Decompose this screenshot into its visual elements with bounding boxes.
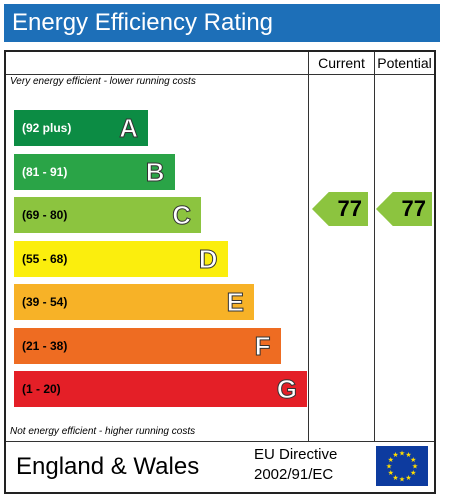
eu-star-icon: ★ [392,474,398,482]
eu-flag-background [376,446,428,486]
title-bar: Energy Efficiency Rating [4,4,440,42]
eu-flag-icon: ★★★★★★★★★ ★ ★★ [376,446,428,486]
band-range-label: (92 plus) [22,121,72,135]
band-range-label: (1 - 20) [22,382,61,396]
band-letter: A [119,113,139,144]
eu-star-icon: ★ [399,450,405,458]
band-letter: F [254,330,271,361]
eu-star-icon: ★ [410,469,416,477]
page-title: Energy Efficiency Rating [12,9,274,36]
eu-star-icon: ★ [410,456,416,464]
eu-flag-stars: ★★★★★★★★★ ★ ★★ [386,450,418,484]
band-c: (69 - 80) C [14,197,201,233]
band-letter: D [198,243,218,274]
eu-star-icon: ★ [388,469,394,477]
potential-column-header: Potential [377,55,432,71]
band-letter: G [276,374,297,405]
region-label: England & Wales [16,453,200,480]
band-letter: C [172,200,192,231]
band-b: (81 - 91) B [14,153,175,190]
eu-star-icon: ★ [405,451,411,459]
band-e: (39 - 54) E [14,284,254,320]
band-range-label: (39 - 54) [22,295,68,309]
footer-rule [6,441,434,442]
rating-chart-frame: Current Potential Very energy efficient … [4,50,436,494]
top-note: Very energy efficient - lower running co… [10,76,196,87]
band-range-label: (69 - 80) [22,208,68,222]
eu-star-icon: ★ [388,456,394,464]
directive-line-1: EU Directive [254,446,338,463]
band-range-label: (55 - 68) [22,251,68,266]
potential-column-divider [374,52,375,442]
eu-star-icon: ★ [399,476,405,484]
band-a: (92 plus) A [14,110,148,146]
band-f: (21 - 38) F [14,327,281,364]
eu-star-icon: ★ [386,463,392,471]
band-letter: B [145,156,165,187]
band-range-label: (21 - 38) [22,338,68,353]
band-letter: E [226,287,244,318]
header-rule [6,74,434,75]
potential-rating-value: 77 [401,196,426,221]
current-column-header: Current [318,55,365,71]
directive-label: EU Directive 2002/91/EC [254,445,337,485]
eu-star-icon: ★ [405,474,411,482]
current-column-divider [308,52,309,442]
band-range-label: (81 - 91) [22,164,68,179]
band-d: (55 - 68) D [14,240,228,277]
directive-line-2: 2002/91/EC [254,466,334,483]
current-rating-arrow: 77 [312,192,368,226]
potential-rating-arrow: 77 [376,192,432,226]
band-g: (1 - 20) G [14,371,307,407]
eu-star-icon: ★ [412,463,418,471]
bottom-note: Not energy efficient - higher running co… [10,426,196,437]
current-rating-value: 77 [337,196,362,221]
eu-star-icon: ★ [392,451,398,459]
